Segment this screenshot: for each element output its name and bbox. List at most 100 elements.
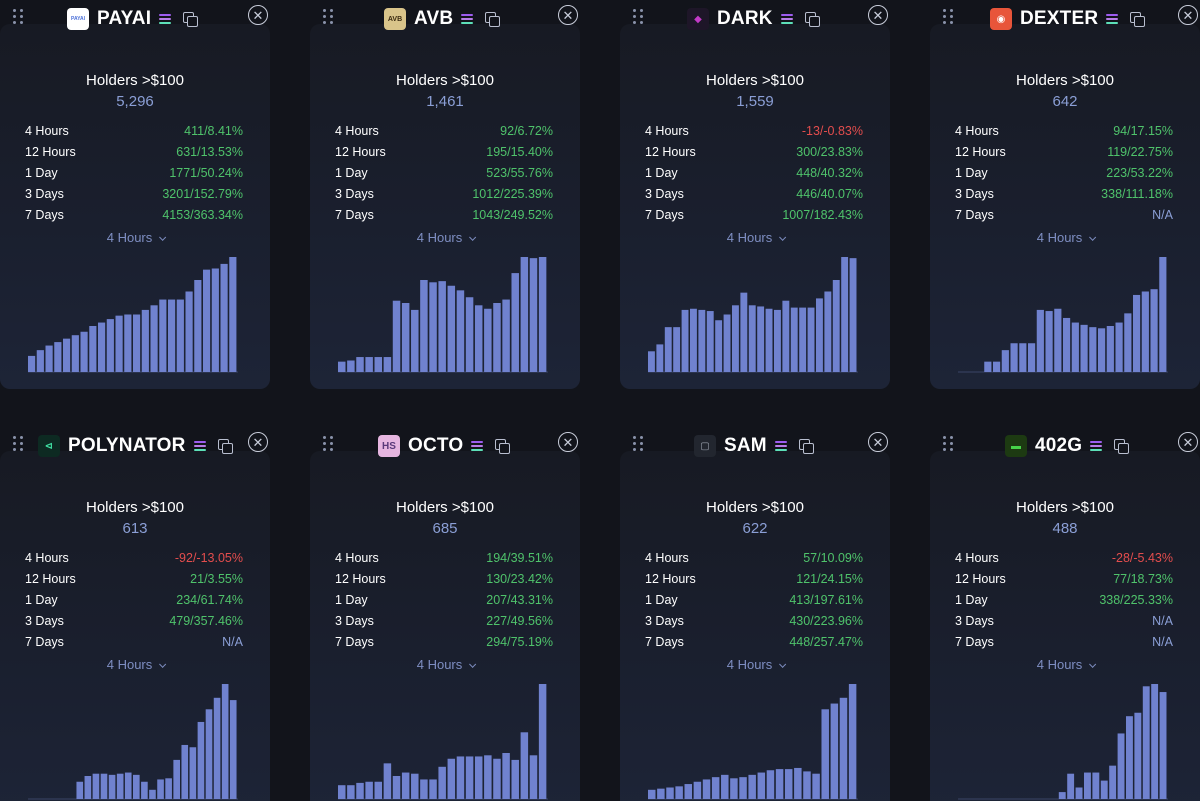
chart-bar[interactable] [502,753,510,799]
copy-icon[interactable] [804,12,820,27]
chart-bar[interactable] [229,700,237,799]
period-dropdown[interactable]: 4 Hours [0,657,270,672]
token-name[interactable]: DARK [717,8,773,29]
chart-bar[interactable] [803,771,811,799]
close-icon[interactable]: ✕ [558,432,578,452]
chart-bar[interactable] [141,309,149,372]
token-name[interactable]: POLYNATOR [68,435,186,456]
chart-bar[interactable] [766,770,775,799]
chart-bar[interactable] [176,299,184,372]
chart-bar[interactable] [529,258,538,372]
drag-handle-icon[interactable] [943,9,953,25]
chart-bar[interactable] [356,357,364,372]
chart-bar[interactable] [124,772,132,799]
chart-bar[interactable] [141,781,148,799]
drag-handle-icon[interactable] [323,436,333,452]
chart-bar[interactable] [849,258,857,372]
chart-bar[interactable] [92,773,100,799]
chart-bar[interactable] [1067,773,1075,799]
chart-bar[interactable] [807,307,815,372]
chart-bar[interactable] [365,781,373,799]
chart-bar[interactable] [392,776,401,799]
chart-bar[interactable] [730,778,738,799]
chart-bar[interactable] [1075,787,1083,800]
drag-handle-icon[interactable] [943,436,953,452]
chart-bar[interactable] [502,299,510,372]
chart-bar[interactable] [1071,322,1079,372]
chart-bar[interactable] [664,327,672,372]
chart-bar[interactable] [520,732,529,799]
chart-bar[interactable] [1126,716,1133,799]
chart-bar[interactable] [438,766,446,799]
drag-handle-icon[interactable] [633,436,643,452]
chart-bar[interactable] [784,769,793,799]
chart-bar[interactable] [54,342,62,372]
period-dropdown[interactable]: 4 Hours [620,230,890,245]
chart-bar[interactable] [1036,309,1044,372]
chart-bar[interactable] [757,306,765,372]
chart-bar[interactable] [740,292,748,372]
copy-icon[interactable] [798,439,814,454]
chart-bar[interactable] [1133,294,1141,372]
chart-bar[interactable] [1063,317,1071,372]
chart-bar[interactable] [45,345,53,372]
chart-bar[interactable] [98,322,106,372]
chart-bar[interactable] [484,755,492,799]
chart-bar[interactable] [465,297,474,372]
chart-bar[interactable] [149,789,156,799]
chart-bar[interactable] [993,361,1001,372]
drag-handle-icon[interactable] [323,9,333,25]
chart-bar[interactable] [374,357,383,372]
chart-bar[interactable] [1092,772,1100,799]
chart-bar[interactable] [711,777,720,799]
chart-bar[interactable] [821,709,829,799]
chart-bar[interactable] [213,697,221,799]
chart-bar[interactable] [465,756,474,799]
chart-bar[interactable] [1109,765,1117,799]
chart-bar[interactable] [205,709,213,799]
chart-bar[interactable] [89,326,97,372]
chart-bar[interactable] [1080,324,1088,372]
chart-bar[interactable] [1089,327,1097,372]
chart-bar[interactable] [108,774,116,799]
chart-bar[interactable] [690,308,697,372]
chart-bar[interactable] [220,263,228,372]
chart-bar[interactable] [84,776,92,799]
token-name[interactable]: DEXTER [1020,8,1099,29]
chart-bar[interactable] [812,773,820,799]
chart-bar[interactable] [392,300,401,372]
chart-bar[interactable] [656,344,664,372]
chart-bar[interactable] [229,257,237,372]
chart-bar[interactable] [447,758,456,799]
chart-bar[interactable] [1084,772,1091,799]
chart-bar[interactable] [748,305,756,372]
chart-bar[interactable] [211,268,219,373]
chart-bar[interactable] [429,282,437,372]
chart-bar[interactable] [383,763,392,799]
chart-bar[interactable] [493,758,501,799]
chart-bar[interactable] [347,785,355,799]
chart-bar[interactable] [1010,343,1018,372]
chart-bar[interactable] [1028,343,1036,372]
chart-bar[interactable] [684,784,693,799]
chart-bar[interactable] [739,777,747,799]
chart-bar[interactable] [1159,692,1167,799]
chart-bar[interactable] [799,307,807,372]
chart-bar[interactable] [698,309,706,372]
close-icon[interactable]: ✕ [558,5,578,25]
chart-bar[interactable] [115,315,123,372]
chart-bar[interactable] [189,747,197,799]
chart-bar[interactable] [1100,780,1108,799]
chart-bar[interactable] [748,774,756,799]
chart-bar[interactable] [447,285,456,372]
chart-bar[interactable] [681,309,689,372]
chart-bar[interactable] [401,772,410,799]
chart-bar[interactable] [197,721,205,799]
chart-bar[interactable] [456,290,465,372]
chart-bar[interactable] [124,314,132,373]
chart-bar[interactable] [675,786,683,799]
chart-bar[interactable] [529,755,538,799]
chart-bar[interactable] [456,756,465,799]
copy-icon[interactable] [1130,12,1146,27]
close-icon[interactable]: ✕ [868,5,888,25]
